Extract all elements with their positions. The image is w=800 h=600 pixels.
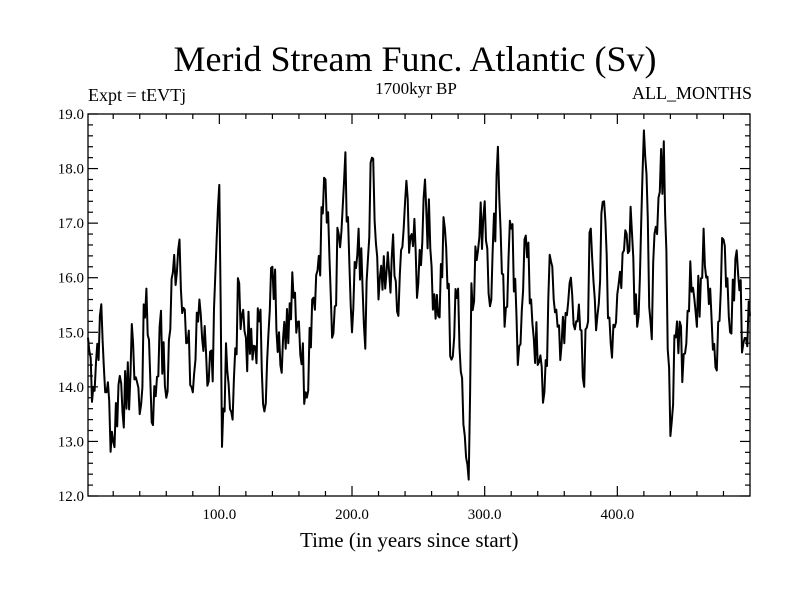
x-tick-label: 100.0: [202, 507, 236, 523]
x-tick-label: 200.0: [335, 507, 369, 523]
y-tick-label: 14.0: [58, 380, 84, 396]
y-tick-label: 19.0: [58, 107, 84, 123]
plot-frame: [87, 113, 751, 497]
y-tick-label: 16.0: [58, 271, 84, 287]
y-tick-label: 13.0: [58, 434, 84, 450]
chart-subtitle: 1700kyr BP: [375, 79, 457, 98]
chart-title: Merid Stream Func. Atlantic (Sv): [173, 39, 657, 79]
months-label: ALL_MONTHS: [632, 83, 752, 103]
axis-ticks: [88, 113, 750, 497]
experiment-label: Expt = tEVTj: [88, 85, 187, 105]
series-line: [87, 129, 751, 481]
y-tick-label: 17.0: [58, 216, 84, 232]
y-tick-label: 12.0: [58, 489, 84, 505]
y-tick-label: 18.0: [58, 162, 84, 178]
x-tick-label: 400.0: [600, 507, 634, 523]
x-axis-label: Time (in years since start): [300, 528, 519, 552]
y-tick-label: 15.0: [58, 325, 84, 341]
tick-labels: 12.0 13.0 14.0 15.0 16.0 17.0 18.0 19.0 100.0 200…: [58, 107, 634, 523]
x-tick-label: 300.0: [468, 507, 502, 523]
